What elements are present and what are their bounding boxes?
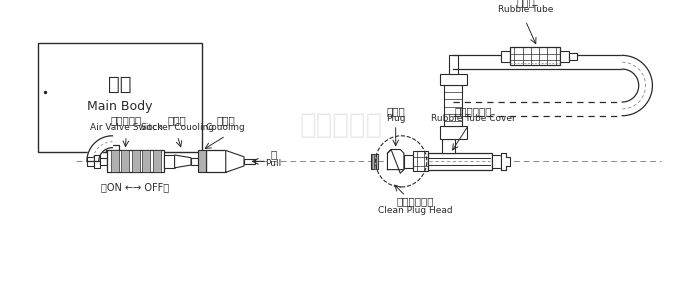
Bar (132, 150, 140, 172)
Polygon shape (225, 150, 244, 172)
Bar (121, 150, 130, 172)
Bar (404, 155, 413, 168)
Bar (449, 55, 458, 74)
Text: 橡膠管: 橡膠管 (516, 0, 535, 7)
Text: 亞士德机械: 亞士德机械 (300, 111, 382, 139)
Polygon shape (622, 55, 652, 116)
Bar (491, 155, 500, 168)
Bar (374, 154, 376, 169)
Bar (153, 150, 161, 172)
Text: 橡膠管保護套: 橡膠管保護套 (454, 106, 492, 116)
Text: Plug: Plug (386, 114, 405, 123)
Text: Rubble Tube: Rubble Tube (498, 5, 553, 14)
Text: 推: 推 (270, 149, 276, 159)
Bar (510, 47, 560, 65)
Bar (206, 150, 225, 172)
Bar (87, 157, 94, 166)
Bar (142, 150, 150, 172)
Bar (377, 154, 378, 169)
Bar (111, 150, 119, 172)
Text: 空氣開關關: 空氣開關關 (111, 115, 142, 125)
Bar (38, 43, 202, 152)
Text: 主體: 主體 (108, 75, 132, 94)
Bar (99, 158, 107, 165)
Bar (94, 155, 99, 168)
Text: 開ON ←→ OFF關: 開ON ←→ OFF關 (102, 182, 169, 192)
Bar (106, 145, 119, 152)
Text: Clean Plug Head: Clean Plug Head (377, 206, 452, 215)
Bar (372, 154, 374, 169)
Text: Socker Couoling: Socker Couoling (141, 123, 214, 132)
Bar (164, 155, 174, 168)
Bar (107, 150, 164, 172)
Bar (198, 150, 206, 172)
Bar (560, 51, 569, 62)
Bar (413, 151, 428, 171)
Text: Air Valve Switch: Air Valve Switch (90, 123, 162, 132)
Polygon shape (174, 155, 191, 168)
Bar (371, 154, 378, 169)
Bar (444, 85, 463, 126)
Polygon shape (388, 149, 404, 170)
Text: 必須清潔部分: 必須清潔部分 (396, 197, 433, 207)
Text: Couoling: Couoling (206, 123, 246, 132)
Bar (244, 159, 255, 164)
Text: 軸　環: 軸 環 (216, 115, 235, 125)
Bar (428, 153, 491, 170)
Bar (500, 51, 510, 62)
Text: Main Body: Main Body (87, 100, 153, 113)
Polygon shape (500, 153, 510, 170)
Text: 插　座: 插 座 (168, 115, 187, 125)
Bar (442, 139, 455, 153)
Text: Rubble Tube Cover: Rubble Tube Cover (431, 114, 516, 123)
Polygon shape (87, 136, 113, 161)
Text: 插　頭: 插 頭 (386, 106, 405, 116)
Text: Pull: Pull (265, 159, 281, 168)
Bar (569, 53, 577, 60)
Bar (191, 158, 198, 165)
Bar (440, 126, 467, 139)
Bar (440, 74, 467, 85)
